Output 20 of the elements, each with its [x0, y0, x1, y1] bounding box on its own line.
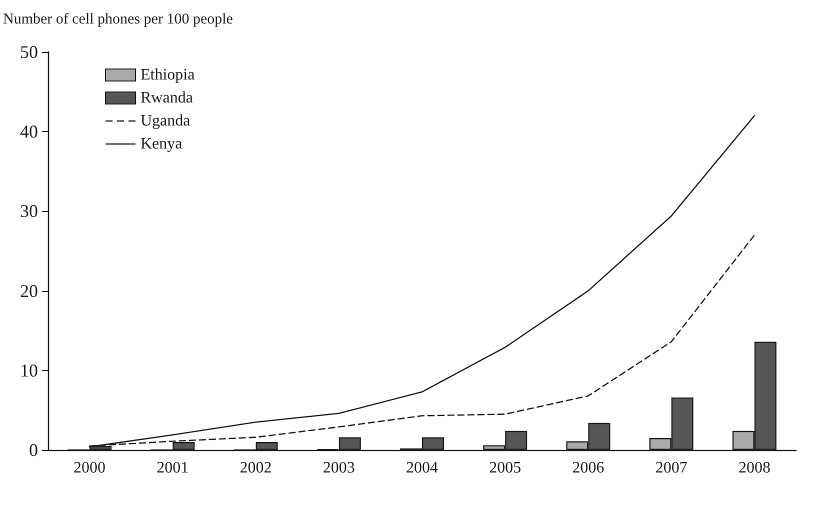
x-tick-label: 2001 — [156, 460, 189, 476]
x-tick-label: 2004 — [406, 460, 438, 476]
y-axis-title: Number of cell phones per 100 people — [3, 12, 234, 28]
x-tick-label: 2006 — [572, 460, 604, 476]
legend-label: Kenya — [140, 136, 182, 152]
legend-label: Rwanda — [140, 90, 193, 106]
legend-label: Ethiopia — [140, 66, 195, 84]
x-tick-label: 2007 — [655, 460, 688, 476]
x-tick-label: 2002 — [240, 460, 272, 476]
legend-label: Uganda — [140, 112, 190, 130]
x-tick-label: 2005 — [489, 460, 522, 476]
y-tick-label: 30 — [20, 201, 38, 222]
y-tick-label: 50 — [20, 42, 38, 62]
x-tick-label: 2008 — [738, 460, 770, 476]
y-tick-label: 10 — [20, 360, 38, 380]
x-tick-label: 2000 — [74, 460, 106, 476]
y-tick-label: 20 — [20, 280, 38, 301]
x-tick-label: 2003 — [322, 460, 355, 476]
y-tick-label: 40 — [20, 122, 38, 142]
y-tick-label: 0 — [29, 440, 38, 460]
